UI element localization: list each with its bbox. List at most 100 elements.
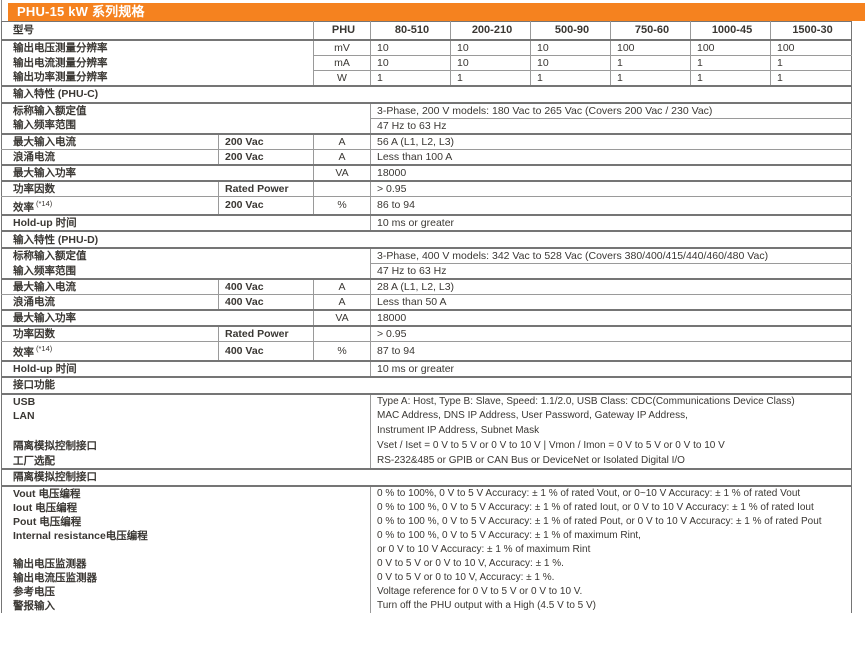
model-value-cell: 10	[370, 39, 451, 56]
spec-table: 型号 PHU 80-510 200-210 500-90 750-60 1000-45 150…	[1, 21, 852, 613]
page-left-edge-line	[1, 0, 2, 22]
row-value: 10 ms or greater	[370, 215, 852, 232]
unit-cell	[313, 180, 371, 197]
row-label: 浪涌电流	[1, 294, 219, 311]
model-header-cell: 80-510	[370, 21, 451, 41]
unit-cell	[313, 326, 371, 342]
row-value: > 0.95	[370, 326, 852, 342]
row-label	[1, 542, 371, 557]
table-row: 输入频率范围 47 Hz to 63 Hz	[1, 263, 852, 280]
unit-cell: W	[313, 70, 371, 87]
table-row: Hold-up 时间 10 ms or greater	[1, 215, 852, 232]
model-column-header: 型号	[1, 21, 314, 41]
table-row: Iout 电压编程 0 % to 100 %, 0 V to 5 V Accura…	[1, 500, 852, 515]
condition-cell: 200 Vac	[218, 133, 314, 150]
model-value-cell: 10	[530, 39, 611, 56]
table-row: Internal resistance电压编程 0 % to 100 %, 0 V…	[1, 528, 852, 543]
row-value: Instrument IP Address, Subnet Mask	[377, 425, 540, 436]
row-value: 0 V to 5 V or 0 to 10 V, Accuracy: ± 1 %…	[377, 571, 555, 583]
row-value: > 0.95	[370, 180, 852, 197]
unit-column-header: PHU	[313, 21, 371, 41]
row-label: Hold-up 时间	[1, 215, 371, 232]
condition-cell: Rated Power	[218, 326, 314, 342]
row-label: 输出电流压监测器	[1, 570, 371, 585]
row-label: 效率 (*14)	[1, 196, 219, 216]
row-label: 输出电流测量分辨率	[1, 55, 314, 70]
row-label	[1, 423, 371, 439]
row-label: 输出功率测量分辨率	[1, 70, 314, 87]
model-value-cell: 10	[450, 39, 531, 56]
spec-table-body: 型号 PHU 80-510 200-210 500-90 750-60 1000-45 150…	[1, 21, 852, 613]
table-row: 型号 PHU 80-510 200-210 500-90 750-60 1000-45 150…	[1, 21, 852, 41]
row-label: 隔离模拟控制接口	[1, 438, 371, 454]
table-row: 浪涌电流 400 Vac A Less than 50 A	[1, 294, 852, 311]
row-label: USB	[1, 393, 371, 409]
model-header-cell: 1000-45	[690, 21, 771, 41]
row-label: 工厂选配	[1, 453, 371, 470]
table-row: 输入频率范围 47 Hz to 63 Hz	[1, 118, 852, 135]
model-value-cell: 1	[770, 70, 852, 87]
table-row: 工厂选配 RS-232&485 or GPIB or CAN Bus or Dev…	[1, 453, 852, 470]
row-label: 效率 (*14)	[1, 341, 219, 362]
model-header-cell: 200-210	[450, 21, 531, 41]
model-value-cell: 1	[610, 55, 691, 71]
spec-table-wrap: 型号 PHU 80-510 200-210 500-90 750-60 1000-45 150…	[1, 21, 853, 613]
table-row: 输入特性 (PHU-C)	[1, 85, 852, 104]
row-label: 输入频率范围	[1, 263, 371, 280]
table-row: 输入特性 (PHU-D)	[1, 231, 852, 249]
row-value: 86 to 94	[370, 196, 852, 216]
condition-cell: 200 Vac	[218, 196, 314, 216]
series-title: PHU-15 kW 系列规格	[17, 4, 145, 19]
unit-cell: VA	[313, 310, 371, 327]
table-row: 隔离模拟控制接口 Vset / Iset = 0 V to 5 V or 0 V …	[1, 438, 852, 454]
condition-cell: 400 Vac	[218, 279, 314, 295]
unit-cell: %	[313, 341, 371, 362]
model-value-cell: 1	[450, 70, 531, 87]
unit-cell: A	[313, 294, 371, 311]
table-row: 功率因数 Rated Power > 0.95	[1, 326, 852, 342]
row-label: 输出电压监测器	[1, 556, 371, 571]
table-row: USB Type A: Host, Type B: Slave, Speed: 1…	[1, 393, 852, 409]
row-label: 标称输入额定值	[1, 102, 371, 118]
row-value: Vset / Iset = 0 V to 5 V or 0 V to 10 V …	[377, 440, 725, 451]
row-label: Internal resistance电压编程	[1, 528, 371, 543]
table-row: Vout 电压编程 0 % to 100%, 0 V to 5 V Accurac…	[1, 485, 852, 501]
condition-cell: Rated Power	[218, 180, 314, 197]
row-label: 最大输入电流	[1, 133, 219, 150]
table-row: 最大输入电流 400 Vac A 28 A (L1, L2, L3)	[1, 279, 852, 295]
row-value: Less than 50 A	[370, 294, 852, 311]
row-label: 功率因数	[1, 180, 219, 197]
table-row: 功率因数 Rated Power > 0.95	[1, 180, 852, 197]
row-label: 警报输入	[1, 598, 371, 613]
condition-cell: 400 Vac	[218, 294, 314, 311]
section-header: 接口功能	[1, 376, 852, 395]
row-label: 参考电压	[1, 584, 371, 599]
unit-cell: A	[313, 133, 371, 150]
unit-cell: VA	[313, 164, 371, 182]
series-title-bar: PHU-15 kW 系列规格	[8, 3, 865, 21]
model-value-cell: 1	[610, 70, 691, 87]
condition-cell: 400 Vac	[218, 341, 314, 362]
table-row: 输出电压测量分辨率 mV 10 10 10 100 100 100	[1, 39, 852, 56]
table-row: 标称输入额定值 3-Phase, 400 V models: 342 Vac to…	[1, 248, 852, 264]
row-label: 输出电压测量分辨率	[1, 39, 314, 55]
table-row: 最大输入电流 200 Vac A 56 A (L1, L2, L3)	[1, 133, 852, 150]
table-row: Hold-up 时间 10 ms or greater	[1, 360, 852, 378]
model-header-cell: 500-90	[530, 21, 611, 41]
model-value-cell: 100	[610, 39, 691, 56]
row-label: 浪涌电流	[1, 149, 219, 166]
table-row: 参考电压 Voltage reference for 0 V to 5 V or …	[1, 584, 852, 599]
model-value-cell: 10	[530, 55, 611, 71]
model-value-cell: 100	[770, 39, 852, 56]
unit-cell: mA	[313, 55, 371, 71]
table-row: LAN MAC Address, DNS IP Address, User Pas…	[1, 408, 852, 424]
row-value: or 0 V to 10 V Accuracy: ± 1 % of maximu…	[377, 543, 591, 555]
row-label: Iout 电压编程	[1, 500, 371, 515]
table-row: 隔离模拟控制接口	[1, 468, 852, 487]
section-header: 输入特性 (PHU-C)	[1, 85, 852, 104]
model-value-cell: 100	[690, 39, 771, 56]
row-value: 0 % to 100 %, 0 V to 5 V Accuracy: ± 1 %…	[377, 515, 822, 527]
model-value-cell: 1	[690, 55, 771, 71]
row-label: 标称输入额定值	[1, 248, 371, 264]
